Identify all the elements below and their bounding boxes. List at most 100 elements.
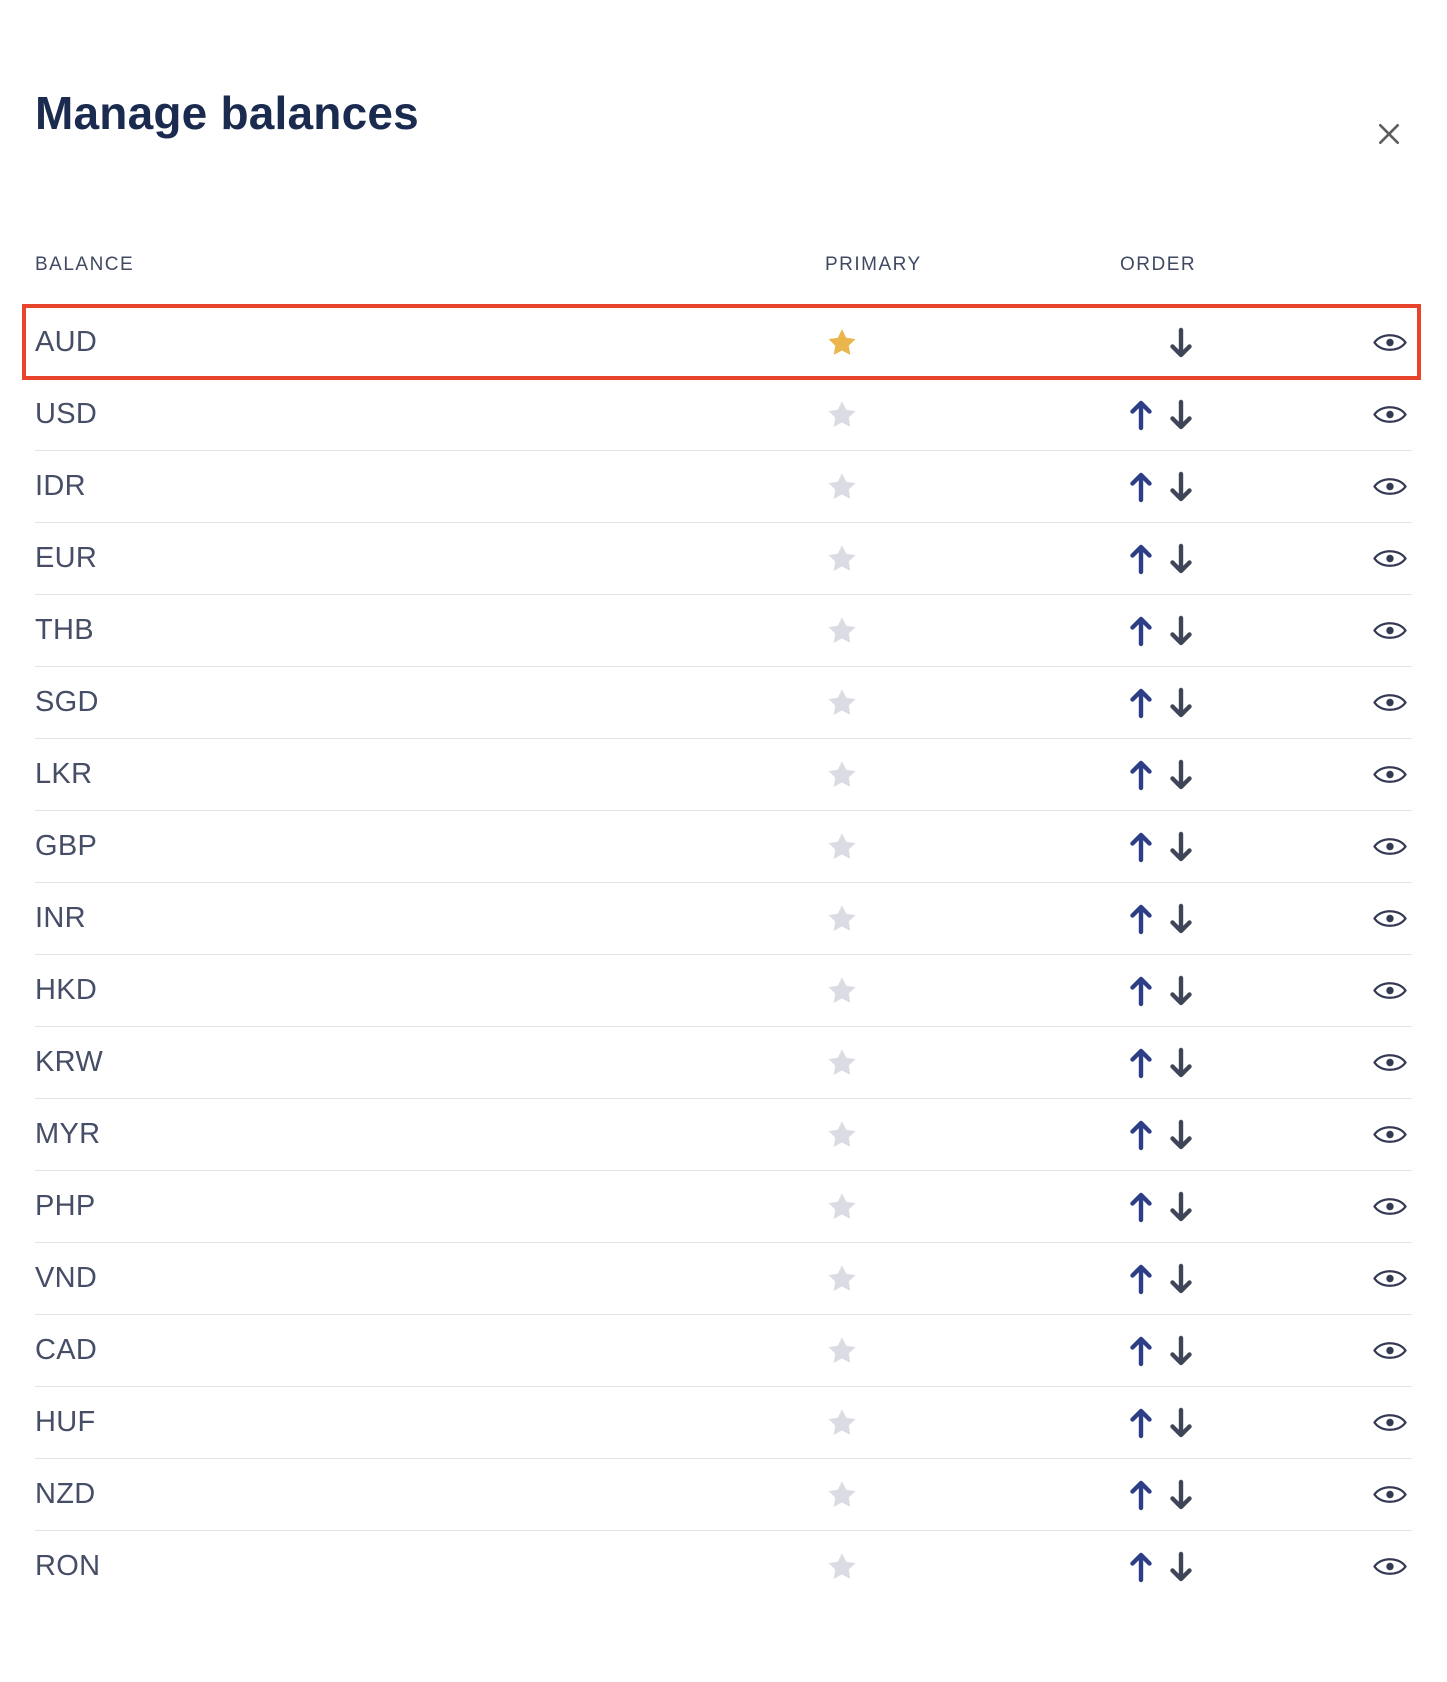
primary-star-button[interactable]: [825, 1550, 859, 1584]
primary-star-button[interactable]: [825, 614, 859, 648]
visibility-toggle-button[interactable]: [1370, 1479, 1410, 1511]
primary-star-button[interactable]: [825, 1118, 859, 1152]
currency-code: LKR: [35, 758, 93, 791]
arrow-up-icon: [1129, 1407, 1153, 1439]
visibility-toggle-button[interactable]: [1370, 1047, 1410, 1079]
move-down-button[interactable]: [1162, 1116, 1200, 1154]
visibility-toggle-button[interactable]: [1370, 399, 1410, 431]
visibility-toggle-button[interactable]: [1370, 471, 1410, 503]
primary-star-button[interactable]: [825, 1046, 859, 1080]
move-down-button[interactable]: [1162, 396, 1200, 434]
move-down-button[interactable]: [1162, 1476, 1200, 1514]
table-row: INR: [35, 882, 1412, 954]
primary-star-button[interactable]: [825, 902, 859, 936]
move-up-button[interactable]: [1122, 1548, 1160, 1586]
move-down-button[interactable]: [1162, 1404, 1200, 1442]
currency-code: RON: [35, 1550, 101, 1583]
visibility-toggle-button[interactable]: [1370, 687, 1410, 719]
visibility-toggle-button[interactable]: [1370, 975, 1410, 1007]
table-row: IDR: [35, 450, 1412, 522]
primary-star-button[interactable]: [825, 542, 859, 576]
primary-star-button[interactable]: [825, 758, 859, 792]
page-title: Manage balances: [35, 87, 419, 139]
eye-icon: [1373, 475, 1407, 498]
arrow-down-icon: [1169, 975, 1193, 1007]
eye-icon: [1373, 835, 1407, 858]
visibility-toggle-button[interactable]: [1370, 1407, 1410, 1439]
column-header-primary: PRIMARY: [825, 254, 922, 276]
move-down-button[interactable]: [1162, 1548, 1200, 1586]
move-up-button[interactable]: [1122, 828, 1160, 866]
close-button[interactable]: [1371, 116, 1407, 152]
move-down-button[interactable]: [1162, 1188, 1200, 1226]
move-up-button[interactable]: [1122, 1044, 1160, 1082]
currency-code: EUR: [35, 542, 98, 575]
eye-icon: [1373, 1555, 1407, 1578]
move-up-button[interactable]: [1122, 1260, 1160, 1298]
currency-code: NZD: [35, 1478, 96, 1511]
visibility-toggle-button[interactable]: [1370, 903, 1410, 935]
arrow-up-icon: [1129, 1551, 1153, 1583]
table-row: PHP: [35, 1170, 1412, 1242]
star-icon: [826, 1047, 858, 1079]
visibility-toggle-button[interactable]: [1370, 1551, 1410, 1583]
move-up-button[interactable]: [1122, 468, 1160, 506]
move-up-button[interactable]: [1122, 1476, 1160, 1514]
move-up-button[interactable]: [1122, 900, 1160, 938]
primary-star-button[interactable]: [825, 398, 859, 432]
move-down-button[interactable]: [1162, 684, 1200, 722]
move-down-button[interactable]: [1162, 540, 1200, 578]
move-down-button[interactable]: [1162, 468, 1200, 506]
visibility-toggle-button[interactable]: [1370, 1335, 1410, 1367]
column-header-balance: BALANCE: [35, 254, 135, 276]
move-down-button[interactable]: [1162, 828, 1200, 866]
move-up-button[interactable]: [1122, 1116, 1160, 1154]
move-up-button[interactable]: [1122, 612, 1160, 650]
primary-star-button[interactable]: [825, 686, 859, 720]
move-down-button[interactable]: [1162, 612, 1200, 650]
visibility-toggle-button[interactable]: [1370, 1119, 1410, 1151]
primary-star-button[interactable]: [825, 1190, 859, 1224]
move-up-button[interactable]: [1122, 1188, 1160, 1226]
move-down-button[interactable]: [1162, 324, 1200, 362]
visibility-toggle-button[interactable]: [1370, 1263, 1410, 1295]
move-down-button[interactable]: [1162, 756, 1200, 794]
visibility-toggle-button[interactable]: [1370, 831, 1410, 863]
arrow-down-icon: [1169, 1263, 1193, 1295]
move-up-button[interactable]: [1122, 1404, 1160, 1442]
visibility-toggle-button[interactable]: [1370, 759, 1410, 791]
primary-star-button[interactable]: [825, 326, 859, 360]
arrow-up-icon: [1129, 903, 1153, 935]
visibility-toggle-button[interactable]: [1370, 543, 1410, 575]
move-up-button[interactable]: [1122, 756, 1160, 794]
primary-star-button[interactable]: [825, 830, 859, 864]
primary-star-button[interactable]: [825, 1406, 859, 1440]
arrow-down-icon: [1169, 1191, 1193, 1223]
currency-code: CAD: [35, 1334, 98, 1367]
eye-icon: [1373, 691, 1407, 714]
visibility-toggle-button[interactable]: [1370, 327, 1410, 359]
move-down-button[interactable]: [1162, 1044, 1200, 1082]
primary-star-button[interactable]: [825, 470, 859, 504]
move-down-button[interactable]: [1162, 972, 1200, 1010]
arrow-down-icon: [1169, 831, 1193, 863]
move-up-button[interactable]: [1122, 396, 1160, 434]
move-up-button[interactable]: [1122, 684, 1160, 722]
visibility-toggle-button[interactable]: [1370, 1191, 1410, 1223]
currency-code: VND: [35, 1262, 98, 1295]
visibility-toggle-button[interactable]: [1370, 615, 1410, 647]
move-down-button[interactable]: [1162, 900, 1200, 938]
primary-star-button[interactable]: [825, 1478, 859, 1512]
primary-star-button[interactable]: [825, 974, 859, 1008]
arrow-up-icon: [1129, 1263, 1153, 1295]
move-down-button[interactable]: [1162, 1332, 1200, 1370]
table-row: KRW: [35, 1026, 1412, 1098]
arrow-down-icon: [1169, 1479, 1193, 1511]
primary-star-button[interactable]: [825, 1334, 859, 1368]
eye-icon: [1373, 1339, 1407, 1362]
move-down-button[interactable]: [1162, 1260, 1200, 1298]
move-up-button[interactable]: [1122, 972, 1160, 1010]
move-up-button[interactable]: [1122, 540, 1160, 578]
move-up-button[interactable]: [1122, 1332, 1160, 1370]
primary-star-button[interactable]: [825, 1262, 859, 1296]
